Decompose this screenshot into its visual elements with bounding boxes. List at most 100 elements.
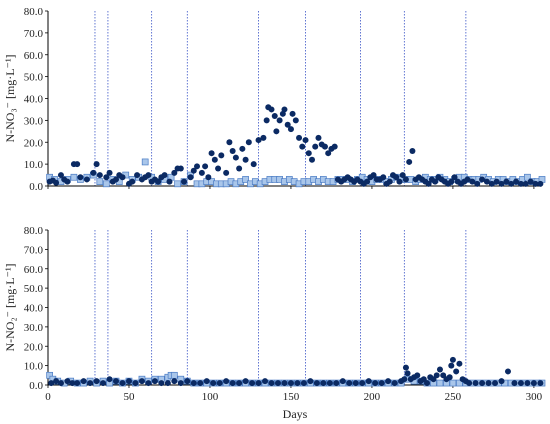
y-tick-label: 0.0 — [29, 380, 43, 392]
data-point-circle — [236, 380, 243, 387]
data-point-circle — [399, 172, 406, 179]
data-point-circle — [309, 156, 316, 163]
x-tick-label: 50 — [123, 391, 135, 403]
data-point-circle — [197, 380, 204, 387]
data-point-circle — [432, 178, 439, 185]
data-point-circle — [313, 380, 320, 387]
data-point-circle — [198, 169, 205, 176]
data-point-circle — [177, 165, 184, 172]
data-point-square — [524, 173, 531, 181]
data-point-circle — [190, 380, 197, 387]
data-point-circle — [203, 378, 210, 385]
y-tick-label: 30.0 — [24, 115, 44, 127]
data-point-circle — [517, 380, 524, 387]
data-point-circle — [448, 178, 455, 185]
y-axis-title: N-NO₃⁻ [mg·L⁻¹] — [3, 54, 17, 142]
data-point-circle — [393, 174, 400, 181]
data-point-circle — [498, 378, 505, 385]
data-point-circle — [83, 176, 90, 183]
data-point-circle — [503, 178, 510, 185]
x-tick-label: 150 — [283, 391, 300, 403]
data-point-circle — [274, 380, 281, 387]
data-point-circle — [537, 380, 544, 387]
data-point-square — [242, 176, 249, 183]
data-point-circle — [255, 380, 262, 387]
data-point-circle — [210, 380, 217, 387]
data-point-circle — [537, 180, 544, 187]
data-point-circle — [385, 378, 392, 385]
data-point-circle — [504, 368, 511, 375]
data-point-circle — [134, 172, 141, 179]
x-axis-title: Days — [283, 407, 308, 421]
data-point-circle — [396, 178, 403, 185]
y-tick-label: 20.0 — [24, 341, 44, 353]
data-point-circle — [190, 167, 197, 174]
data-point-circle — [401, 376, 408, 383]
data-point-square — [102, 180, 110, 188]
data-point-circle — [391, 380, 398, 387]
data-point-circle — [359, 380, 366, 387]
data-point-circle — [370, 172, 377, 179]
data-point-circle — [250, 161, 257, 168]
data-point-circle — [276, 117, 283, 124]
data-point-circle — [326, 380, 333, 387]
data-point-circle — [171, 378, 178, 385]
data-point-circle — [409, 148, 416, 154]
data-point-circle — [320, 380, 327, 387]
data-point-circle — [53, 179, 60, 186]
data-point-circle — [448, 362, 455, 369]
data-point-circle — [289, 110, 296, 117]
data-point-circle — [113, 378, 120, 385]
data-point-circle — [171, 169, 178, 176]
data-point-circle — [119, 174, 126, 181]
data-point-circle — [287, 380, 294, 387]
data-point-square — [449, 379, 457, 387]
data-point-circle — [262, 378, 269, 385]
data-point-circle — [294, 380, 301, 387]
data-point-circle — [69, 380, 76, 387]
data-point-circle — [453, 368, 460, 375]
data-point-circle — [479, 176, 486, 183]
data-point-circle — [402, 176, 409, 183]
data-point-circle — [446, 374, 453, 381]
data-point-circle — [155, 178, 162, 185]
data-point-circle — [106, 169, 113, 176]
data-point-circle — [125, 378, 132, 385]
data-point-circle — [321, 143, 328, 150]
data-point-circle — [485, 380, 492, 387]
y-tick-label: 80.0 — [24, 225, 44, 237]
data-point-circle — [312, 143, 319, 150]
data-point-circle — [96, 172, 103, 179]
data-point-circle — [281, 106, 288, 113]
data-point-circle — [483, 178, 490, 185]
data-point-circle — [281, 380, 288, 387]
data-point-circle — [242, 156, 249, 163]
data-point-circle — [74, 380, 81, 387]
data-point-circle — [273, 128, 280, 135]
x-tick-label: 100 — [202, 391, 219, 403]
data-point-circle — [229, 380, 236, 387]
top-panel-nitrate: 0.0 10.0 20.0 30.0 40.0 50.0 60.0 70.0 80.0 N-NO₃… — [3, 6, 546, 193]
data-point-circle — [145, 380, 152, 387]
data-point-circle — [93, 378, 100, 385]
data-point-circle — [472, 380, 479, 387]
data-point-circle — [466, 380, 473, 387]
data-point-circle — [205, 174, 212, 181]
data-point-square — [456, 379, 463, 387]
data-point-circle — [325, 150, 332, 157]
data-point-circle — [307, 378, 314, 385]
y-tick-label: 60.0 — [24, 264, 44, 276]
bottom-panel-nitrite: 0.0 10.0 20.0 30.0 40.0 50.0 60.0 70.0 80.0 0 50 10… — [3, 225, 546, 421]
data-point-circle — [508, 180, 515, 187]
data-point-circle — [80, 378, 87, 385]
data-point-circle — [386, 178, 393, 185]
data-point-circle — [177, 380, 184, 387]
data-point-circle — [181, 178, 188, 185]
data-point-circle — [532, 180, 539, 187]
data-point-circle — [226, 139, 233, 146]
data-point-circle — [236, 165, 243, 172]
axes — [47, 230, 542, 386]
data-point-circle — [53, 378, 60, 385]
data-point-circle — [522, 180, 529, 187]
x-tick-label: 250 — [445, 391, 462, 403]
